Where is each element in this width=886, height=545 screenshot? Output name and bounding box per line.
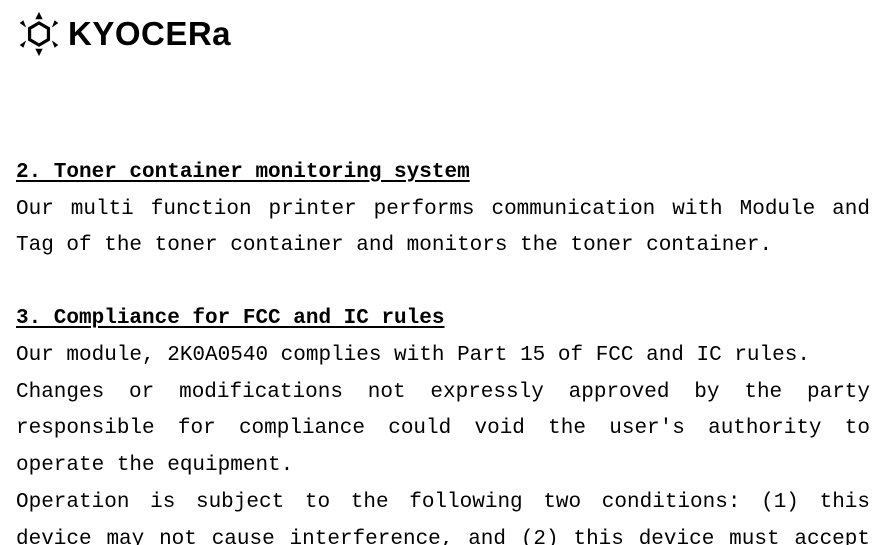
kyocera-logo-icon — [16, 11, 62, 57]
section-3-paragraph-2: Changes or modifications not expressly a… — [16, 375, 870, 485]
section-title-2: 2. Toner container monitoring system — [16, 155, 870, 192]
section-3-paragraph-1: Our module, 2K0A0540 complies with Part … — [16, 338, 870, 375]
section-2-paragraph-1: Our multi function printer performs comm… — [16, 192, 870, 266]
section-title-3: 3. Compliance for FCC and IC rules — [16, 301, 870, 338]
section-spacer — [16, 265, 870, 301]
document-page: KYOCERa 2. Toner container monitoring sy… — [0, 0, 886, 545]
section-3-paragraph-3: Operation is subject to the following tw… — [16, 485, 870, 545]
brand-header: KYOCERa — [16, 5, 870, 63]
brand-name: KYOCERa — [68, 5, 231, 63]
